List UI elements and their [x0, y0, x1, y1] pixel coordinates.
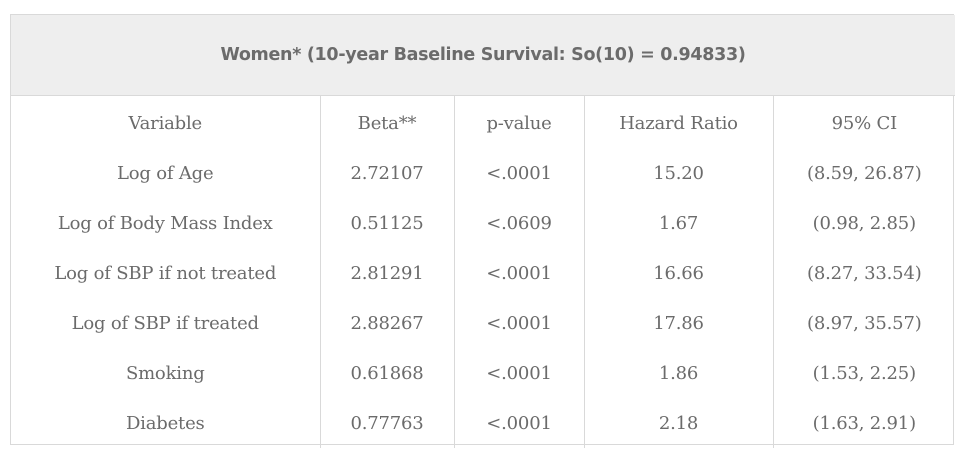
cell-p-value: <.0001	[453, 248, 584, 298]
header-row: Variable Beta** p-value Hazard Ratio 95%…	[11, 95, 956, 148]
table-row: Log of SBP if treated 2.88267 <.0001 17.…	[11, 298, 956, 348]
table-row: Smoking 0.61868 <.0001 1.86 (1.53, 2.25)	[11, 348, 956, 398]
cell-beta: 0.61868	[319, 348, 454, 398]
cell-ci: (8.27, 33.54)	[772, 248, 956, 298]
cell-hazard-ratio: 1.86	[583, 348, 773, 398]
column-header-hazard-ratio: Hazard Ratio	[583, 95, 773, 148]
cell-variable: Log of SBP if not treated	[54, 262, 277, 284]
cell-ci: (1.53, 2.25)	[772, 348, 956, 398]
cell-beta: 2.81291	[319, 248, 454, 298]
cell-p-value: <.0001	[453, 298, 584, 348]
cell-ci: (8.59, 26.87)	[772, 148, 956, 198]
table-row: Log of Body Mass Index 0.51125 <.0609 1.…	[11, 198, 956, 248]
cell-variable: Diabetes	[125, 412, 205, 434]
cell-variable: Log of Age	[117, 162, 214, 184]
cell-variable: Log of Body Mass Index	[57, 212, 273, 234]
cell-p-value: <.0609	[453, 198, 584, 248]
cell-variable: Log of SBP if treated	[71, 312, 259, 334]
cell-ci: (8.97, 35.57)	[772, 298, 956, 348]
column-header-beta: Beta**	[319, 95, 454, 148]
table-row: Log of SBP if not treated 2.81291 <.0001…	[11, 248, 956, 298]
column-header-ci: 95% CI	[772, 95, 956, 148]
cell-hazard-ratio: 17.86	[583, 298, 773, 348]
cell-hazard-ratio: 1.67	[583, 198, 773, 248]
cell-hazard-ratio: 16.66	[583, 248, 773, 298]
cell-p-value: <.0001	[453, 398, 584, 448]
table-row: Diabetes 0.77763 <.0001 2.18 (1.63, 2.91…	[11, 398, 956, 448]
cell-ci: (1.63, 2.91)	[772, 398, 956, 448]
cell-p-value: <.0001	[453, 148, 584, 198]
coefficients-table: Women* (10-year Baseline Survival: So(10…	[10, 14, 956, 448]
cell-beta: 2.72107	[319, 148, 454, 198]
cell-beta: 0.77763	[319, 398, 454, 448]
cell-p-value: <.0001	[453, 348, 584, 398]
cell-hazard-ratio: 2.18	[583, 398, 773, 448]
column-header-p-value: p-value	[453, 95, 584, 148]
cell-variable: Smoking	[125, 362, 205, 384]
coefficients-table-grid: Women* (10-year Baseline Survival: So(10…	[11, 15, 956, 448]
cell-beta: 0.51125	[319, 198, 454, 248]
column-header-variable: Variable	[128, 112, 202, 134]
table-row: Log of Age 2.72107 <.0001 15.20 (8.59, 2…	[11, 148, 956, 198]
table-title: Women* (10-year Baseline Survival: So(10…	[11, 15, 956, 96]
cell-ci: (0.98, 2.85)	[772, 198, 956, 248]
cell-beta: 2.88267	[319, 298, 454, 348]
cell-hazard-ratio: 15.20	[583, 148, 773, 198]
